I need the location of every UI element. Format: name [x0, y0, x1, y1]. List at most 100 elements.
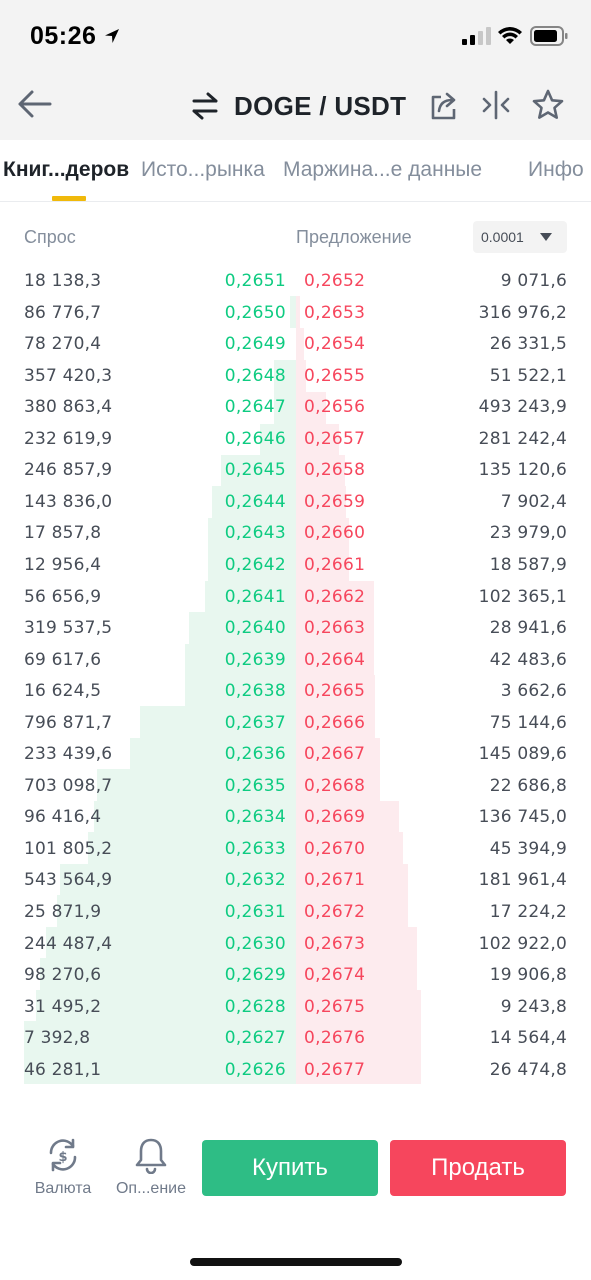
bid-quantity: 18 138,3: [24, 271, 102, 291]
location-arrow-icon: [105, 29, 119, 43]
ask-quantity: 42 483,6: [489, 649, 567, 670]
order-book-row[interactable]: 17 857,8 0,2643 0,2660 23 979,0: [0, 518, 591, 550]
bid-depth-bar: [274, 360, 296, 424]
order-book-row[interactable]: 78 270,4 0,2649 0,2654 26 331,5: [0, 329, 591, 361]
bid-quantity: 16 624,5: [24, 681, 102, 702]
bid-depth-bar: [260, 424, 296, 456]
order-book-row[interactable]: 232 619,9 0,2646 0,2657 281 242,4: [0, 424, 591, 456]
order-book-row[interactable]: 46 281,1 0,2626 0,2677 26 474,8: [0, 1055, 591, 1087]
ask-price: 0,2674: [304, 965, 366, 986]
bid-quantity: 703 098,7: [24, 775, 113, 796]
favorite-star-icon[interactable]: [531, 88, 565, 122]
order-book-row[interactable]: 244 487,4 0,2630 0,2673 102 922,0: [0, 929, 591, 961]
bid-quantity: 46 281,1: [24, 1059, 102, 1080]
ask-quantity: 145 089,6: [478, 744, 567, 765]
bid-price: 0,2628: [224, 996, 286, 1017]
ask-price: 0,2660: [304, 523, 366, 544]
order-book-row[interactable]: 18 138,3 0,2651 0,2652 9 071,6: [0, 266, 591, 298]
ask-price: 0,2669: [304, 807, 366, 828]
bid-depth-bar: [60, 864, 296, 896]
order-book-row[interactable]: 357 420,3 0,2648 0,2655 51 522,1: [0, 361, 591, 393]
back-arrow-icon[interactable]: [14, 86, 54, 122]
bid-depth-bar: [88, 832, 296, 864]
order-book-row[interactable]: 12 956,4 0,2642 0,2661 18 587,9: [0, 550, 591, 582]
order-book-row[interactable]: 56 656,9 0,2641 0,2662 102 365,1: [0, 582, 591, 614]
bid-quantity: 233 439,6: [24, 744, 113, 765]
order-book-row[interactable]: 143 836,0 0,2644 0,2659 7 902,4: [0, 487, 591, 519]
order-book-row[interactable]: 16 624,5 0,2638 0,2665 3 662,6: [0, 676, 591, 708]
bid-quantity: 357 420,3: [24, 365, 113, 386]
order-book-row[interactable]: 25 871,9 0,2631 0,2672 17 224,2: [0, 897, 591, 929]
bid-price: 0,2627: [224, 1028, 286, 1049]
ask-quantity: 135 120,6: [478, 460, 567, 481]
ask-price: 0,2672: [304, 902, 366, 922]
ask-price: 0,2670: [304, 838, 366, 859]
ask-depth-bar: [296, 864, 408, 927]
ask-quantity: 19 906,8: [489, 965, 567, 986]
bid-depth-bar: [140, 706, 296, 738]
order-book-row[interactable]: 31 495,2 0,2628 0,2675 9 243,8: [0, 992, 591, 1024]
bid-quantity: 796 871,7: [24, 712, 113, 733]
bid-price: 0,2636: [224, 744, 286, 765]
order-book-row[interactable]: 98 270,6 0,2629 0,2674 19 906,8: [0, 960, 591, 992]
order-book-row[interactable]: 101 805,2 0,2633 0,2670 45 394,9: [0, 834, 591, 866]
bid-quantity: 25 871,9: [24, 902, 102, 922]
currency-nav-label: Валюта: [34, 1180, 92, 1197]
sell-button[interactable]: Продать: [390, 1140, 566, 1196]
depth-toggle-icon[interactable]: [481, 90, 511, 120]
bid-price: 0,2637: [224, 712, 286, 733]
order-book-row[interactable]: 233 439,6 0,2636 0,2667 145 089,6: [0, 739, 591, 771]
bid-depth-bar: [36, 990, 296, 1022]
bid-depth-bar: [212, 486, 296, 518]
ask-quantity: 18 587,9: [489, 554, 567, 575]
ask-price: 0,2665: [304, 681, 366, 702]
bid-quantity: 7 392,8: [24, 1028, 91, 1049]
bid-price: 0,2640: [224, 618, 286, 639]
ask-price: 0,2663: [304, 618, 366, 639]
order-book-row[interactable]: 703 098,7 0,2635 0,2668 22 686,8: [0, 771, 591, 803]
ask-depth-bar: [296, 927, 417, 990]
bid-depth-bar: [290, 296, 296, 328]
bell-icon: [135, 1138, 167, 1174]
tab-market-history[interactable]: Исто...рынка: [141, 158, 265, 181]
bid-depth-bar: [46, 927, 296, 959]
bid-quantity: 380 863,4: [24, 397, 113, 418]
tab-order-book[interactable]: Книг...деров: [3, 158, 130, 181]
share-icon[interactable]: [428, 90, 460, 122]
pair-title: DOGE / USDT: [234, 90, 407, 121]
ask-depth-bar: [296, 675, 375, 738]
ask-price: 0,2664: [304, 649, 366, 670]
alerts-nav-item[interactable]: Оп...ение: [113, 1136, 189, 1198]
ask-quantity: 102 922,0: [478, 933, 567, 954]
order-book-row[interactable]: 246 857,9 0,2645 0,2658 135 120,6: [0, 455, 591, 487]
bid-quantity: 56 656,9: [24, 586, 102, 607]
bid-price: 0,2651: [224, 271, 286, 291]
currency-nav-item[interactable]: $ Валюта: [25, 1136, 101, 1198]
order-book-row[interactable]: 380 863,4 0,2647 0,2656 493 243,9: [0, 392, 591, 424]
bid-price: 0,2648: [224, 365, 286, 386]
ask-depth-bar: [296, 360, 306, 392]
buy-button[interactable]: Купить: [202, 1140, 378, 1196]
order-book-row[interactable]: 69 617,6 0,2639 0,2664 42 483,6: [0, 645, 591, 677]
order-book-row[interactable]: 96 416,4 0,2634 0,2669 136 745,0: [0, 802, 591, 834]
order-book-row[interactable]: 543 564,9 0,2632 0,2671 181 961,4: [0, 865, 591, 897]
tab-info[interactable]: Инфо: [528, 158, 584, 181]
pair-selector[interactable]: DOGE / USDT: [190, 88, 406, 124]
bid-quantity: 17 857,8: [24, 523, 102, 544]
active-tab-indicator: [52, 196, 86, 201]
wifi-icon: [498, 27, 522, 44]
ask-depth-bar: [296, 424, 339, 456]
tab-margin-data[interactable]: Маржина...е данные: [283, 158, 483, 181]
status-time: 05:26: [30, 22, 97, 50]
bid-price: 0,2631: [224, 902, 286, 922]
order-book-row[interactable]: 319 537,5 0,2640 0,2663 28 941,6: [0, 613, 591, 645]
bid-price: 0,2645: [224, 460, 286, 481]
bid-price: 0,2643: [224, 523, 286, 544]
bid-depth-bar: [208, 518, 296, 582]
bid-price: 0,2650: [224, 302, 286, 323]
precision-dropdown[interactable]: 0.0001: [473, 221, 567, 253]
order-book-row[interactable]: 796 871,7 0,2637 0,2666 75 144,6: [0, 708, 591, 740]
ask-depth-bar: [296, 801, 399, 832]
order-book-row[interactable]: 7 392,8 0,2627 0,2676 14 564,4: [0, 1023, 591, 1055]
order-book-row[interactable]: 86 776,7 0,2650 0,2653 316 976,2: [0, 298, 591, 330]
